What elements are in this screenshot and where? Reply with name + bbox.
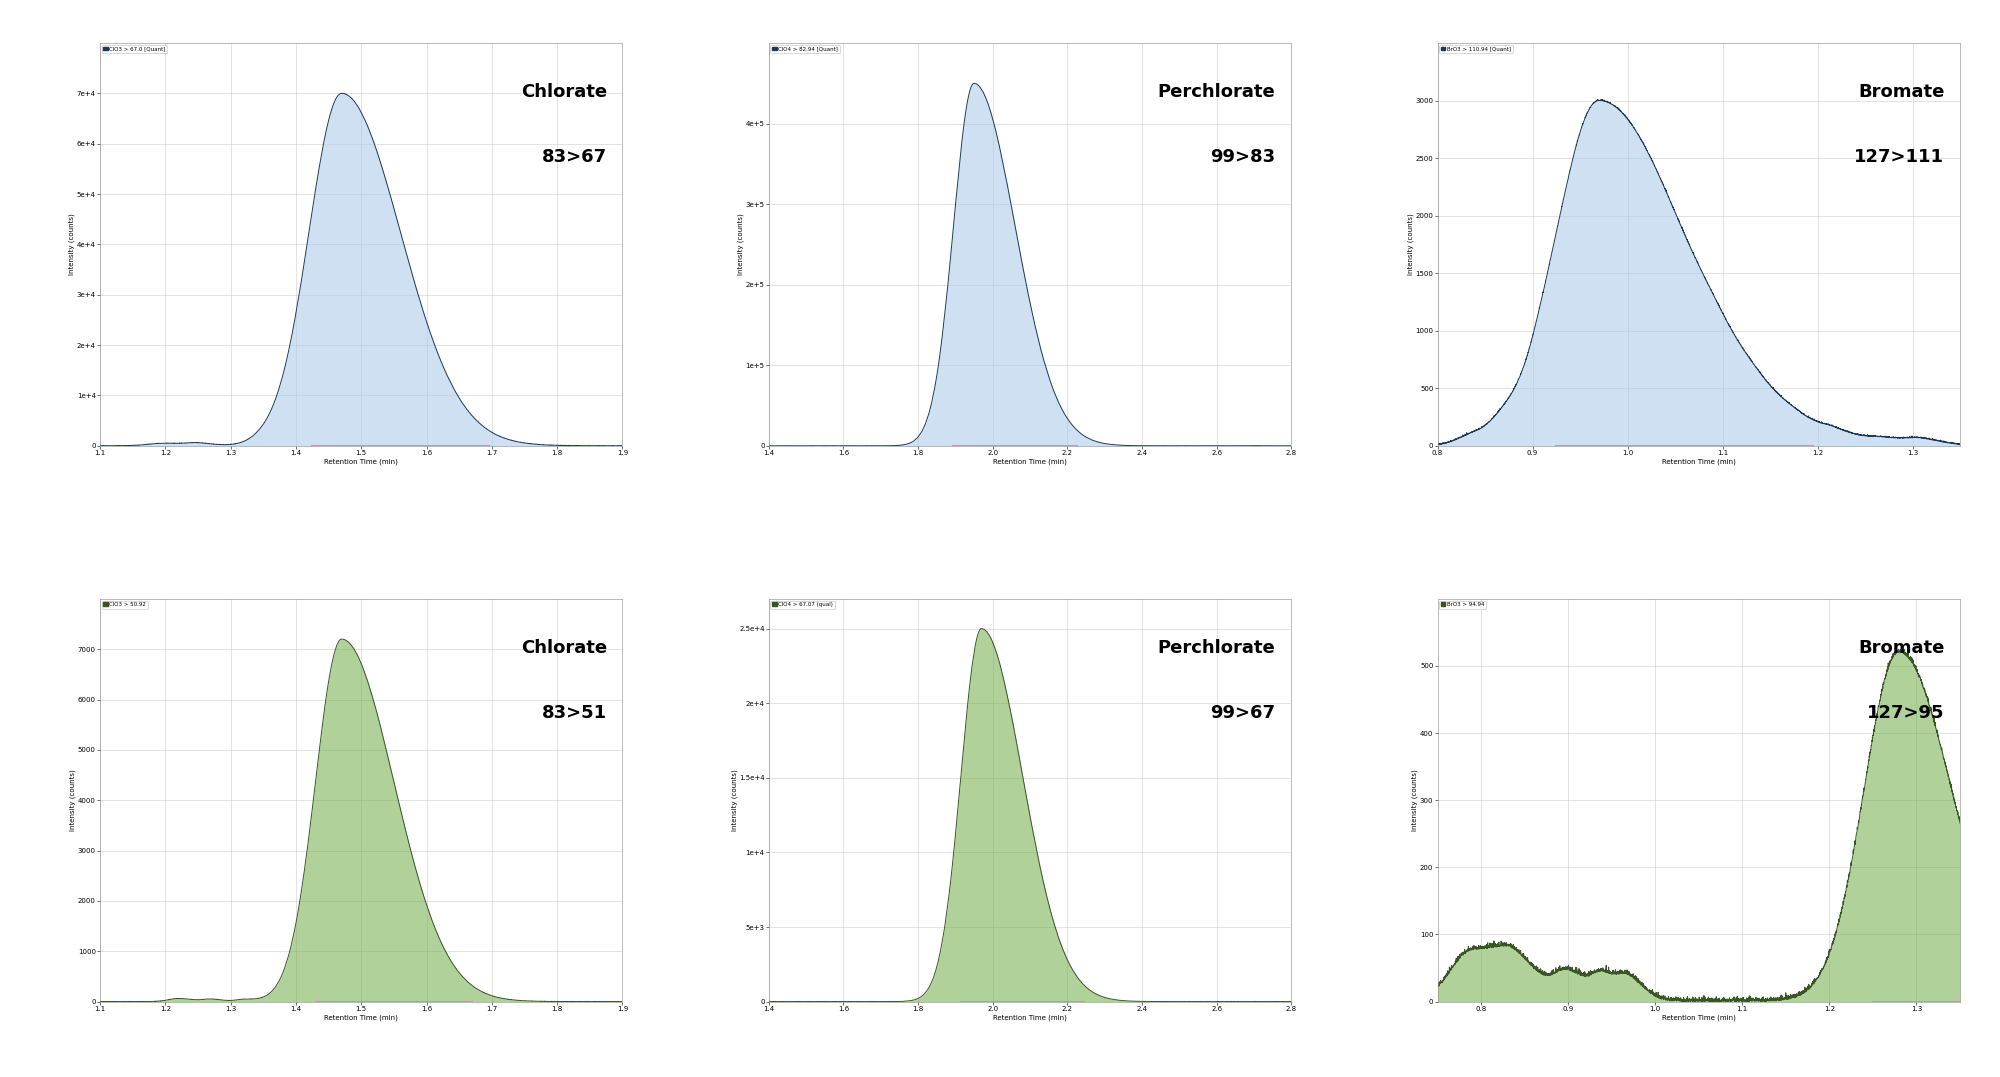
Legend: BrO3 > 110.94 [Quant]: BrO3 > 110.94 [Quant]	[1440, 45, 1512, 53]
Text: Chlorate: Chlorate	[520, 83, 606, 101]
Text: 127>111: 127>111	[1854, 148, 1944, 166]
Text: Chlorate: Chlorate	[520, 639, 606, 657]
X-axis label: Retention Time (min): Retention Time (min)	[324, 459, 398, 465]
Text: 99>83: 99>83	[1210, 148, 1276, 166]
Text: 99>67: 99>67	[1210, 703, 1276, 722]
Legend: BrO3 > 94.94: BrO3 > 94.94	[1440, 601, 1486, 609]
Y-axis label: Intensity (counts): Intensity (counts)	[738, 213, 744, 276]
Text: Bromate: Bromate	[1858, 83, 1944, 101]
Y-axis label: Intensity (counts): Intensity (counts)	[1408, 213, 1414, 276]
Text: 83>51: 83>51	[542, 703, 606, 722]
Legend: ClO3 > 50.92: ClO3 > 50.92	[102, 601, 148, 609]
X-axis label: Retention Time (min): Retention Time (min)	[1662, 459, 1736, 465]
Text: Bromate: Bromate	[1858, 639, 1944, 657]
Y-axis label: Intensity (counts): Intensity (counts)	[1412, 769, 1418, 831]
Text: 83>67: 83>67	[542, 148, 606, 166]
X-axis label: Retention Time (min): Retention Time (min)	[994, 459, 1066, 465]
Legend: ClO3 > 67.0 [Quant]: ClO3 > 67.0 [Quant]	[102, 45, 168, 53]
Text: Perchlorate: Perchlorate	[1158, 639, 1276, 657]
Y-axis label: Intensity (counts): Intensity (counts)	[70, 769, 76, 831]
X-axis label: Retention Time (min): Retention Time (min)	[324, 1015, 398, 1021]
Text: Perchlorate: Perchlorate	[1158, 83, 1276, 101]
Legend: ClO4 > 82.94 [Quant]: ClO4 > 82.94 [Quant]	[770, 45, 840, 53]
X-axis label: Retention Time (min): Retention Time (min)	[994, 1015, 1066, 1021]
Y-axis label: Intensity (counts): Intensity (counts)	[732, 769, 738, 831]
X-axis label: Retention Time (min): Retention Time (min)	[1662, 1015, 1736, 1021]
Text: 127>95: 127>95	[1866, 703, 1944, 722]
Y-axis label: Intensity (counts): Intensity (counts)	[68, 213, 76, 276]
Legend: ClO4 > 67.07 (qual): ClO4 > 67.07 (qual)	[770, 601, 834, 609]
